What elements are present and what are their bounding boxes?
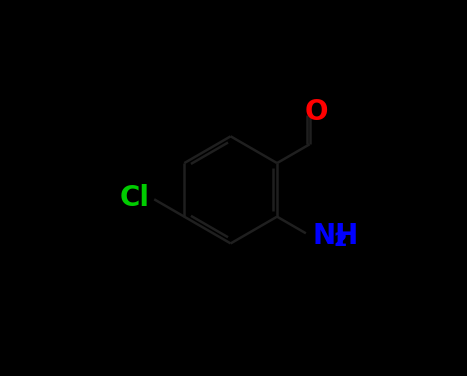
Text: Cl: Cl [120, 184, 150, 212]
Text: NH: NH [312, 221, 359, 250]
Text: O: O [305, 99, 329, 126]
Text: 2: 2 [334, 231, 347, 250]
